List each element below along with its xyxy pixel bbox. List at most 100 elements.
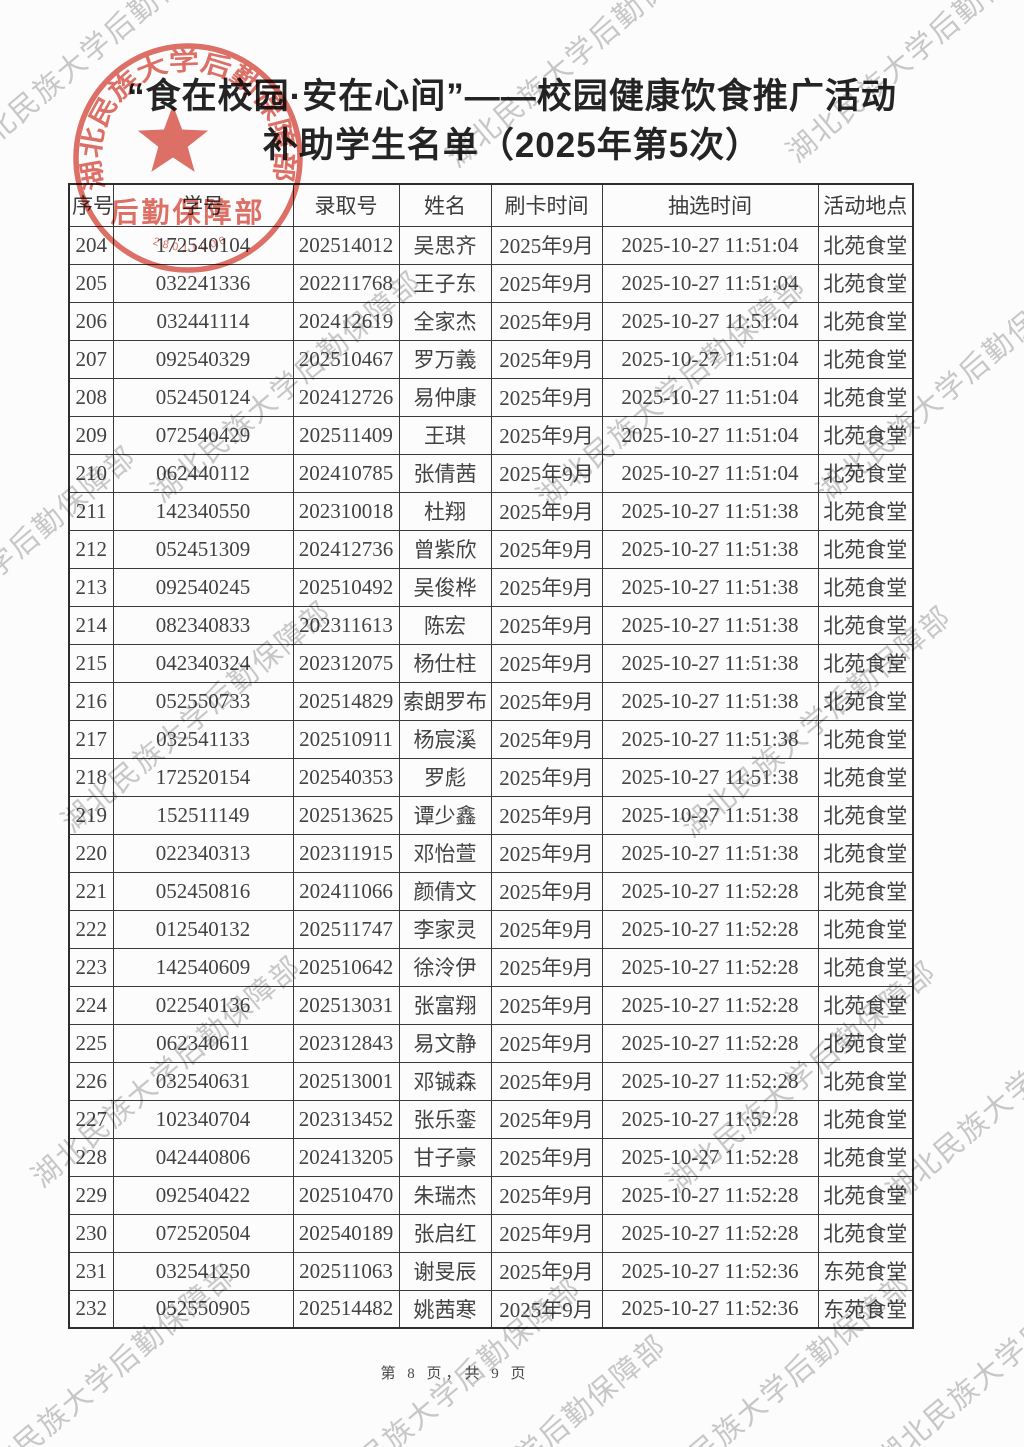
table-cell: 215 [68,643,114,683]
table-cell: 202514829 [292,681,400,721]
table-cell: 232 [68,1289,114,1329]
table-cell: 2025-10-27 11:51:04 [601,415,819,455]
table-cell: 东苑食堂 [817,1289,914,1329]
table-cell: 062440112 [112,453,294,493]
table-cell: 216 [68,681,114,721]
table-cell: 谭少鑫 [398,795,492,835]
table-cell: 2025-10-27 11:52:36 [601,1251,819,1291]
table-row: 226 032540631 202513001 邓铖森 2025年9月 2025-10-2… [68,1061,914,1101]
table-cell: 全家杰 [398,301,492,341]
table-header-row: 序号 学号 录取号 姓名 刷卡时间 抽选时间 活动地点 [68,183,914,227]
table-cell: 082340833 [112,605,294,645]
table-cell: 012540132 [112,909,294,949]
table-cell: 217 [68,719,114,759]
table-cell: 172540104 [112,225,294,265]
table-cell: 223 [68,947,114,987]
column-header-draw-time: 抽选时间 [601,183,819,227]
table-cell: 2025年9月 [490,947,603,987]
table-cell: 2025年9月 [490,1251,603,1291]
table-cell: 230 [68,1213,114,1253]
table-cell: 202510642 [292,947,400,987]
table-cell: 202412619 [292,301,400,341]
table-cell: 022340313 [112,833,294,873]
table-cell: 杜翔 [398,491,492,531]
table-cell: 2025-10-27 11:51:04 [601,377,819,417]
table-cell: 北苑食堂 [817,263,914,303]
table-cell: 张乐銮 [398,1099,492,1139]
table-cell: 北苑食堂 [817,1061,914,1101]
table-cell: 2025年9月 [490,339,603,379]
table-cell: 202412736 [292,529,400,569]
table-cell: 甘子豪 [398,1137,492,1177]
column-header-admission-no: 录取号 [292,183,400,227]
table-cell: 2025年9月 [490,833,603,873]
table-cell: 2025-10-27 11:51:38 [601,643,819,683]
table-cell: 213 [68,567,114,607]
table-row: 220 022340313 202311915 邓怡萱 2025年9月 2025-10-2… [68,833,914,873]
table-cell: 207 [68,339,114,379]
table-cell: 142340550 [112,491,294,531]
table-cell: 202513031 [292,985,400,1025]
table-cell: 152511149 [112,795,294,835]
table-cell: 北苑食堂 [817,225,914,265]
column-header-name: 姓名 [398,183,492,227]
table-cell: 北苑食堂 [817,1023,914,1063]
table-row: 208 052450124 202412726 易仲康 2025年9月 2025-10-2… [68,377,914,417]
table-cell: 张倩茜 [398,453,492,493]
table-cell: 231 [68,1251,114,1291]
table-cell: 202311613 [292,605,400,645]
table-cell: 052450124 [112,377,294,417]
table-cell: 姚茜寒 [398,1289,492,1329]
table-cell: 2025-10-27 11:51:04 [601,453,819,493]
table-cell: 072520504 [112,1213,294,1253]
table-cell: 徐泠伊 [398,947,492,987]
table-cell: 2025年9月 [490,681,603,721]
table-cell: 209 [68,415,114,455]
table-cell: 王子东 [398,263,492,303]
table-cell: 226 [68,1061,114,1101]
table-cell: 北苑食堂 [817,1137,914,1177]
table-cell: 229 [68,1175,114,1215]
table-cell: 042340324 [112,643,294,683]
table-cell: 2025年9月 [490,567,603,607]
table-cell: 224 [68,985,114,1025]
table-cell: 2025-10-27 11:51:38 [601,757,819,797]
table-cell: 颜倩文 [398,871,492,911]
table-row: 216 052550733 202514829 索朗罗布 2025年9月 2025-10-… [68,681,914,721]
table-cell: 北苑食堂 [817,453,914,493]
table-cell: 2025年9月 [490,529,603,569]
table-cell: 罗彪 [398,757,492,797]
table-cell: 212 [68,529,114,569]
table-cell: 2025年9月 [490,1289,603,1329]
table-cell: 022540136 [112,985,294,1025]
table-cell: 2025-10-27 11:52:28 [601,1061,819,1101]
table-cell: 2025-10-27 11:51:38 [601,795,819,835]
table-cell: 北苑食堂 [817,643,914,683]
table-cell: 罗万義 [398,339,492,379]
table-cell: 谢旻辰 [398,1251,492,1291]
table-cell: 2025年9月 [490,871,603,911]
table-cell: 211 [68,491,114,531]
table-row: 224 022540136 202513031 张富翔 2025年9月 2025-10-2… [68,985,914,1025]
table-cell: 北苑食堂 [817,415,914,455]
table-cell: 2025-10-27 11:51:04 [601,225,819,265]
table-cell: 208 [68,377,114,417]
table-cell: 2025-10-27 11:51:38 [601,605,819,645]
table-cell: 2025-10-27 11:51:38 [601,719,819,759]
table-cell: 张富翔 [398,985,492,1025]
table-row: 230 072520504 202540189 张启红 2025年9月 2025-10-2… [68,1213,914,1253]
table-cell: 2025年9月 [490,1175,603,1215]
table-cell: 2025年9月 [490,453,603,493]
table-cell: 214 [68,605,114,645]
column-header-index: 序号 [68,183,114,227]
table-cell: 052550905 [112,1289,294,1329]
table-cell: 王琪 [398,415,492,455]
table-cell: 2025年9月 [490,1137,603,1177]
table-cell: 张启红 [398,1213,492,1253]
table-cell: 092540329 [112,339,294,379]
table-cell: 032541250 [112,1251,294,1291]
table-cell: 052451309 [112,529,294,569]
table-body: 204 172540104 202514012 吴思齐 2025年9月 2025-10-2… [68,225,914,1329]
table-cell: 曾紫欣 [398,529,492,569]
table-cell: 2025-10-27 11:51:04 [601,301,819,341]
